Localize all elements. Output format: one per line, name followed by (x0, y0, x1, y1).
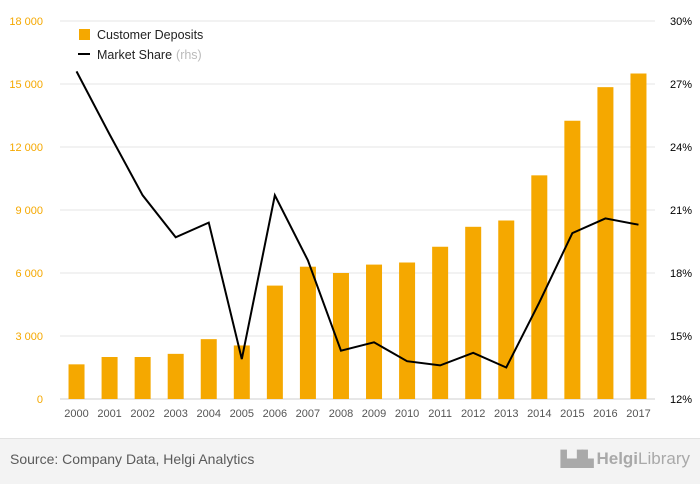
right-axis-tick-label: 12% (670, 394, 692, 406)
bar (531, 175, 548, 399)
footer: Source: Company Data, Helgi Analytics ▙▟… (0, 438, 700, 484)
bar (68, 364, 85, 399)
bar (299, 266, 316, 399)
x-axis-tick-label: 2007 (296, 408, 320, 420)
bar (564, 120, 581, 399)
bar (101, 357, 118, 399)
bar (465, 226, 482, 399)
left-axis-tick-label: 3 000 (15, 331, 43, 343)
right-axis-tick-label: 21% (670, 205, 692, 217)
right-axis-tick-label: 18% (670, 268, 692, 280)
x-axis-tick-label: 2009 (362, 408, 386, 420)
bar (332, 273, 349, 399)
legend: Customer Deposits Market Share (rhs) (78, 28, 203, 62)
x-axis-tick-label: 2012 (461, 408, 485, 420)
legend-label-rhs: (rhs) (176, 48, 202, 62)
source-note: Source: Company Data, Helgi Analytics (10, 451, 255, 467)
bar (630, 73, 647, 399)
x-axis-tick-label: 2014 (527, 408, 551, 420)
bar (366, 264, 383, 399)
chart: 0 3 000 6 000 9 000 12 000 15 000 18 000 12% 15… (9, 16, 692, 420)
left-axis-tick-label: 6 000 (15, 268, 43, 280)
bar (134, 357, 151, 399)
bar-series (68, 73, 647, 400)
bar (167, 353, 184, 399)
bar (498, 220, 515, 399)
legend-label-market-share-name: Market Share (97, 48, 172, 62)
gridlines (60, 20, 655, 400)
x-axis-tick-label: 2015 (560, 408, 584, 420)
bar (432, 246, 449, 399)
right-axis-tick-label: 15% (670, 331, 692, 343)
x-axis-tick-label: 2004 (197, 408, 221, 420)
legend-label-deposits: Customer Deposits (97, 28, 203, 42)
right-axis-labels: 12% 15% 18% 21% 24% 27% 30% (670, 16, 692, 406)
left-axis-tick-label: 18 000 (9, 16, 43, 28)
legend-label-market-share: Market Share (rhs) (97, 48, 202, 62)
logo-name: Helgi (596, 449, 639, 468)
x-axis-tick-label: 2008 (329, 408, 353, 420)
left-axis-tick-label: 0 (37, 394, 43, 406)
x-axis-tick-label: 2005 (230, 408, 254, 420)
helgi-library-logo: ▙▟▙ HelgiLibrary (561, 449, 690, 469)
left-axis-labels: 0 3 000 6 000 9 000 12 000 15 000 18 000 (9, 16, 43, 406)
right-axis-tick-label: 27% (670, 79, 692, 91)
right-axis-tick-label: 24% (670, 142, 692, 154)
x-axis-tick-label: 2001 (97, 408, 121, 420)
x-axis-tick-label: 2003 (163, 408, 187, 420)
line-series (75, 70, 639, 369)
bar (266, 285, 283, 399)
x-axis-tick-label: 2011 (428, 408, 452, 420)
x-axis-tick-label: 2010 (395, 408, 419, 420)
right-axis-tick-label: 30% (670, 16, 692, 28)
x-axis-tick-label: 2002 (130, 408, 154, 420)
logo-suffix: Library (638, 449, 690, 468)
x-axis-tick-label: 2000 (64, 408, 88, 420)
left-axis-tick-label: 12 000 (9, 142, 43, 154)
bar (399, 262, 416, 399)
x-axis-tick-label: 2016 (593, 408, 617, 420)
x-axis-tick-label: 2006 (263, 408, 287, 420)
left-axis-tick-label: 9 000 (15, 205, 43, 217)
x-axis-tick-label: 2017 (626, 408, 650, 420)
left-axis-tick-label: 15 000 (9, 79, 43, 91)
bar (233, 345, 250, 399)
x-axis-tick-label: 2013 (494, 408, 518, 420)
legend-swatch-deposits (79, 29, 90, 40)
bar (597, 87, 614, 400)
bar (200, 339, 217, 399)
market-share-line (75, 70, 639, 369)
x-axis-labels: 2000 2001 2002 2003 2004 2005 2006 2007 2008 2009… (64, 408, 650, 420)
logo-mark-icon: ▙▟▙ (560, 451, 594, 468)
